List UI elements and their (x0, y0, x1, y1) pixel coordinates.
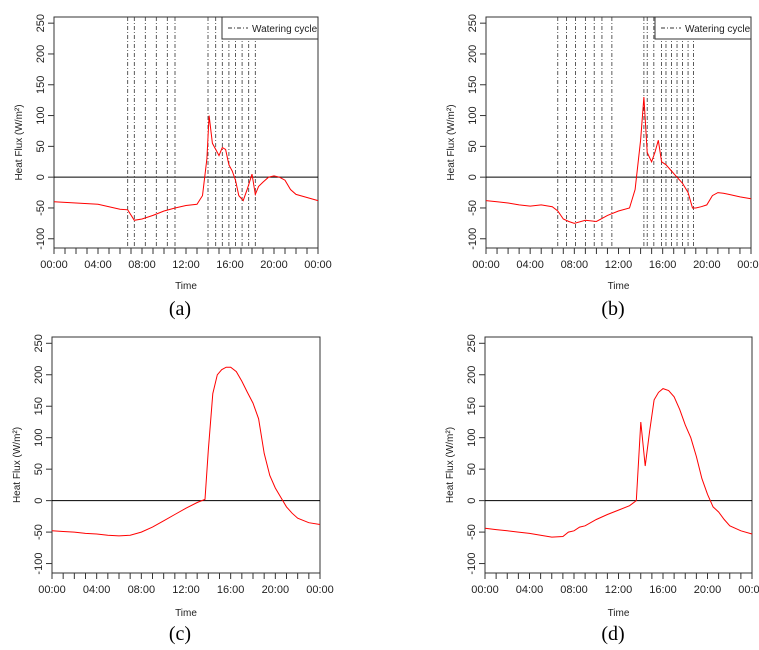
y-tick-label: 100 (467, 106, 479, 124)
x-tick-label: 12:00 (172, 259, 200, 271)
x-axis-label: Time (608, 608, 630, 619)
x-tick-label: 12:00 (605, 259, 633, 271)
y-tick-label: 250 (467, 14, 479, 32)
y-tick-label: 150 (466, 397, 478, 415)
x-tick-label: 04:00 (83, 584, 111, 596)
legend-label: Watering cycle (252, 24, 318, 35)
x-tick-label: 12:00 (172, 584, 200, 596)
y-tick-label: 250 (33, 334, 45, 352)
x-axis-label: Time (175, 608, 197, 619)
x-axis-label: Time (608, 281, 630, 292)
y-tick-label: 200 (33, 366, 45, 384)
x-tick-label: 16:00 (649, 259, 677, 271)
x-tick-label: 00:00 (38, 584, 66, 596)
y-tick-label: 250 (466, 334, 478, 352)
heat-flux-line (53, 115, 319, 221)
x-tick-label: 00:00 (40, 259, 68, 271)
y-tick-label: 200 (467, 45, 479, 63)
heat-flux-line (485, 97, 752, 224)
legend-label: Watering cycle (685, 24, 751, 35)
legend: Watering cycle (221, 16, 319, 40)
y-tick-label: -50 (33, 524, 45, 540)
y-axis-label: Heat Flux (W/m²) (12, 427, 23, 503)
y-tick-label: 150 (33, 397, 45, 415)
x-tick-label: 20:00 (693, 259, 721, 271)
legend-box (221, 16, 319, 40)
y-tick-label: 0 (35, 174, 47, 180)
y-tick-label: -100 (467, 228, 479, 250)
y-tick-label: 100 (33, 429, 45, 447)
x-tick-label: 04:00 (84, 259, 112, 271)
y-tick-label: -100 (33, 553, 45, 575)
x-tick-label: 00:00 (471, 584, 499, 596)
y-tick-label: 100 (466, 429, 478, 447)
y-axis-label: Heat Flux (W/m²) (445, 427, 456, 503)
y-tick-label: -50 (35, 200, 47, 216)
x-tick-label: 12:00 (605, 584, 633, 596)
x-tick-label: 08:00 (560, 584, 588, 596)
y-tick-label: 50 (35, 140, 47, 152)
y-tick-label: 50 (466, 463, 478, 475)
x-tick-label: 08:00 (561, 259, 589, 271)
y-tick-label: 100 (35, 106, 47, 124)
chart-panel-2: -100 -50 0 50 100 150 200 250 00:00 04:00 08:00 12:… (446, 14, 759, 320)
y-axis-label: Heat Flux (W/m²) (446, 104, 457, 180)
y-tick-label: 50 (467, 140, 479, 152)
legend: Watering cycle (654, 16, 752, 40)
x-tick-label: 00:00 (306, 584, 334, 596)
y-axis-label: Heat Flux (W/m²) (14, 104, 25, 180)
x-tick-label: 20:00 (260, 259, 288, 271)
x-tick-label: 00:00 (737, 259, 759, 271)
x-tick-label: 00:00 (472, 259, 500, 271)
panel-caption: (a) (169, 298, 191, 320)
chart-panel-3: -100 -50 0 50 100 150 200 250 00:00 04:00 08:00 12:… (12, 334, 334, 645)
panel-caption: (b) (601, 298, 624, 320)
y-tick-label: 200 (466, 366, 478, 384)
x-tick-label: 20:00 (694, 584, 722, 596)
y-tick-label: -100 (466, 553, 478, 575)
legend-box (654, 16, 752, 40)
plot-frame (53, 16, 319, 249)
plot-frame (484, 336, 753, 574)
heat-flux-line (484, 388, 753, 538)
x-tick-label: 16:00 (217, 584, 245, 596)
y-tick-label: 0 (33, 498, 45, 504)
x-tick-label: 00:00 (304, 259, 332, 271)
heat-flux-line (51, 366, 321, 537)
x-tick-label: 04:00 (516, 584, 544, 596)
chart-panel-4: -100 -50 0 50 100 150 200 250 00:00 04:00 08:00 12:… (445, 334, 759, 645)
y-tick-label: -50 (467, 200, 479, 216)
panel-caption: (c) (169, 623, 191, 645)
plot-frame (51, 336, 321, 574)
x-tick-label: 04:00 (516, 259, 544, 271)
chart-panel-1: -100 -50 0 50 100 150 200 250 00:00 04:00 08:00 12:… (14, 14, 332, 320)
x-tick-label: 20:00 (262, 584, 290, 596)
y-tick-label: -100 (35, 228, 47, 250)
y-tick-label: 0 (467, 174, 479, 180)
y-tick-label: 50 (33, 463, 45, 475)
x-tick-label: 16:00 (216, 259, 244, 271)
y-tick-label: 250 (35, 14, 47, 32)
x-tick-label: 16:00 (649, 584, 677, 596)
plot-frame (485, 16, 752, 249)
x-tick-label: 08:00 (128, 584, 156, 596)
y-tick-label: 200 (35, 45, 47, 63)
y-tick-label: 150 (467, 76, 479, 94)
y-tick-label: 150 (35, 76, 47, 94)
x-axis-label: Time (175, 281, 197, 292)
x-tick-label: 08:00 (128, 259, 156, 271)
panel-caption: (d) (601, 623, 624, 645)
y-tick-label: -50 (466, 524, 478, 540)
x-tick-label: 00:00 (738, 584, 759, 596)
y-tick-label: 0 (466, 498, 478, 504)
